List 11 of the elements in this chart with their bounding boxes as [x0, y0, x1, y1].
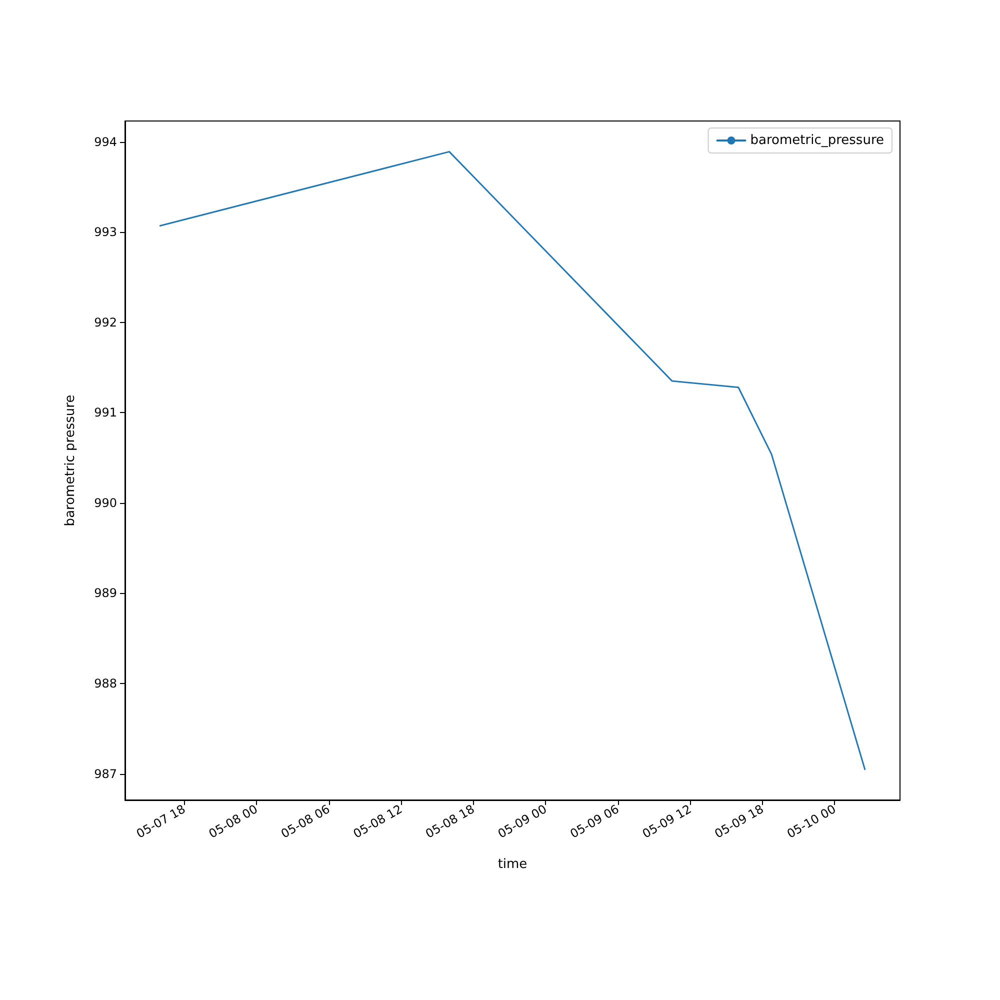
y-axis-title: barometric pressure [63, 394, 78, 526]
y-tick-label: 988 [94, 676, 117, 691]
y-tick-label: 990 [94, 496, 117, 510]
y-tick-label: 987 [94, 766, 117, 781]
x-axis-title: time [498, 857, 528, 872]
y-tick-label: 992 [94, 315, 117, 330]
y-tick-label: 993 [94, 225, 117, 240]
y-tick-label: 989 [94, 586, 117, 600]
y-tick-label: 994 [94, 134, 117, 149]
y-tick-label: 991 [94, 406, 117, 420]
legend-label: barometric_pressure [750, 133, 884, 148]
